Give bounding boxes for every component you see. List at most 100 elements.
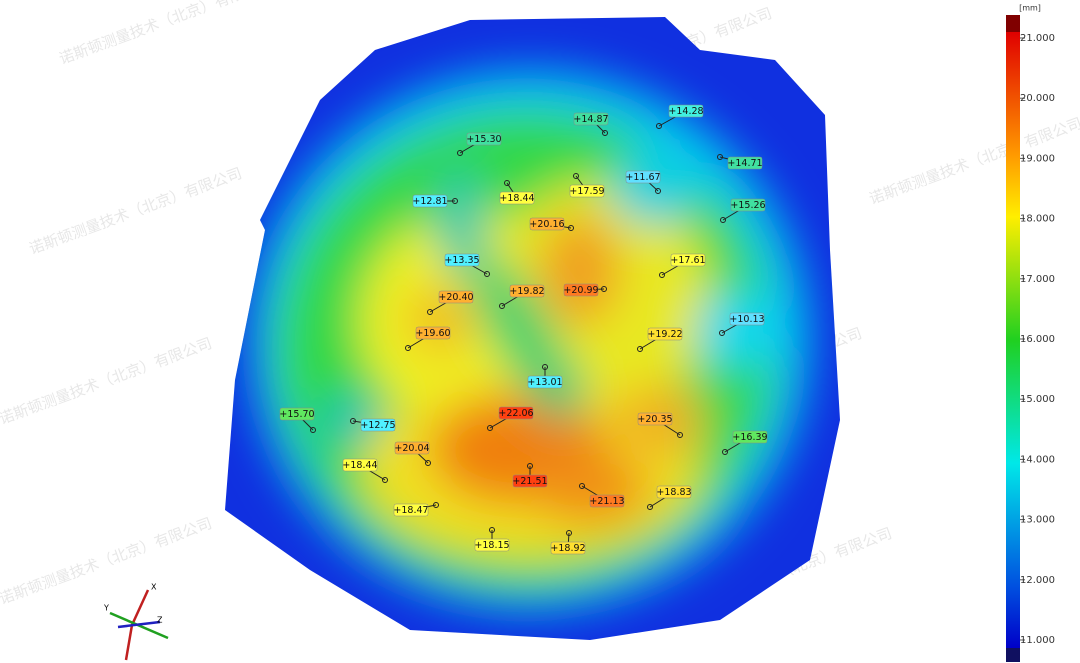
color-ticks: 21.000 20.000 19.000 18.000 17.000 16.000 15.0… xyxy=(1020,33,1055,646)
probe-point xyxy=(579,483,585,489)
tick-label: 15.000 xyxy=(1020,394,1055,405)
callout-label: +16.39 xyxy=(732,432,767,443)
callout-box xyxy=(668,104,704,118)
tick-label: 13.000 xyxy=(1020,515,1055,526)
callout-label: +19.82 xyxy=(509,286,544,297)
callout-box xyxy=(393,503,429,517)
callout-label: +11.67 xyxy=(625,172,660,183)
callout-box xyxy=(394,441,430,455)
probe-point xyxy=(484,271,490,277)
tick-label: 20.000 xyxy=(1020,93,1055,104)
callout-label: +10.13 xyxy=(729,314,764,325)
axis-label: Z xyxy=(157,616,163,625)
callout-box xyxy=(732,430,768,444)
callout-label: +17.59 xyxy=(569,186,604,197)
probe-point xyxy=(452,198,458,204)
probe-point xyxy=(719,330,725,336)
callout-box xyxy=(412,194,448,208)
callout-label: +14.87 xyxy=(573,114,608,125)
callout-label: +12.75 xyxy=(360,420,395,431)
callout-label: +22.06 xyxy=(498,408,533,419)
surface-map xyxy=(225,17,840,640)
axis-z xyxy=(117,620,161,629)
callout-box xyxy=(625,170,661,184)
color-bar: [mm] 21.000 20.000 19.000 18.000 17.000 16.00… xyxy=(1006,4,1055,662)
callout-box xyxy=(656,485,692,499)
probe-point xyxy=(720,217,726,223)
tick-label: 21.000 xyxy=(1020,33,1055,44)
callout-box xyxy=(499,191,535,205)
probe-point xyxy=(405,345,411,351)
probe-point xyxy=(601,286,607,292)
probe-point xyxy=(637,346,643,352)
callout-box xyxy=(637,412,673,426)
probe-point xyxy=(655,188,661,194)
probe-point xyxy=(310,427,316,433)
probe-point xyxy=(382,477,388,483)
callout-box xyxy=(730,198,766,212)
tick-label: 14.000 xyxy=(1020,454,1055,465)
probe-point xyxy=(427,309,433,315)
callout-label: +18.44 xyxy=(499,193,534,204)
probe-point xyxy=(425,460,431,466)
callout-label: +18.83 xyxy=(656,487,691,498)
callout-box xyxy=(509,284,545,298)
callout-label: +14.28 xyxy=(668,106,703,117)
callout-label: +20.99 xyxy=(563,285,598,296)
callout-label: +15.26 xyxy=(730,200,765,211)
callout-box xyxy=(550,541,586,555)
probe-point xyxy=(499,303,505,309)
callout-box xyxy=(438,290,474,304)
callout-box xyxy=(569,184,605,198)
over-cap xyxy=(1006,15,1020,32)
callout-label: +12.81 xyxy=(412,196,447,207)
callout-label: +21.13 xyxy=(589,496,624,507)
callout-label: +13.35 xyxy=(444,255,479,266)
callout-box xyxy=(360,418,396,432)
callout-box xyxy=(444,253,480,267)
probe-point xyxy=(433,502,439,508)
callout-box xyxy=(527,375,563,389)
probe-point xyxy=(527,463,533,469)
callout-label: +14.71 xyxy=(727,158,762,169)
under-cap xyxy=(1006,648,1020,662)
axis-label: X xyxy=(151,583,157,592)
tick-label: 12.000 xyxy=(1020,575,1055,586)
probe-point xyxy=(659,272,665,278)
tick-label: 19.000 xyxy=(1020,153,1055,164)
callout-label: +18.47 xyxy=(393,505,428,516)
callout-box xyxy=(727,156,763,170)
probe-point xyxy=(489,527,495,533)
callout-label: +18.92 xyxy=(550,543,585,554)
tick-label: 16.000 xyxy=(1020,334,1055,345)
callout-label: +20.35 xyxy=(637,414,672,425)
callouts: +15.30 +14.87 +14.28 +11.67 +14.71 +17.59 +18.… xyxy=(279,104,768,555)
callout-box xyxy=(647,327,683,341)
probe-point xyxy=(457,150,463,156)
callout-label: +13.01 xyxy=(527,377,562,388)
callout-label: +17.61 xyxy=(670,255,705,266)
axis-x xyxy=(130,589,150,626)
callout-box xyxy=(563,283,599,297)
probe-point xyxy=(568,225,574,231)
callout-label: +15.70 xyxy=(279,409,314,420)
callout-label: +15.30 xyxy=(466,134,501,145)
callout-box xyxy=(415,326,451,340)
axis-x-tail xyxy=(124,624,134,661)
callout-box xyxy=(342,458,378,472)
callout-label: +19.60 xyxy=(415,328,450,339)
probe-point xyxy=(656,123,662,129)
tick-label: 18.000 xyxy=(1020,214,1055,225)
probe-point xyxy=(573,173,579,179)
callout-label: +20.04 xyxy=(394,443,429,454)
callout-box xyxy=(466,132,502,146)
watermark: 诺斯顿测量技术（北京）有限公司 xyxy=(57,0,275,68)
callout-label: +18.15 xyxy=(474,540,509,551)
probe-point xyxy=(717,154,723,160)
callout-label: +19.22 xyxy=(647,329,682,340)
probe-point xyxy=(566,530,572,536)
probe-point xyxy=(722,449,728,455)
callout-box xyxy=(474,538,510,552)
watermark: 诺斯顿测量技术（北京）有限公司 xyxy=(0,334,214,428)
